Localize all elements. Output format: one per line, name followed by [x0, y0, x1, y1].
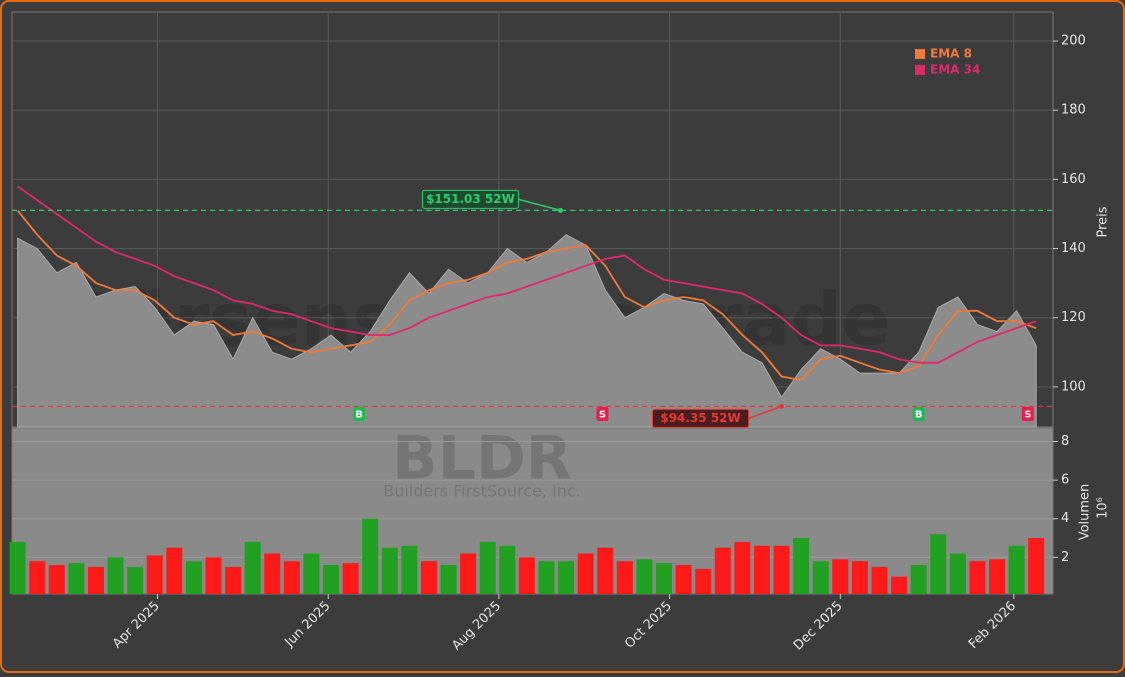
- y-tick-label: 140: [1061, 241, 1086, 256]
- watermark-company: Builders FirstSource, Inc.: [383, 482, 581, 501]
- volume-bar: [793, 538, 810, 594]
- annotation-label: $151.03 52W: [426, 192, 515, 206]
- volume-bar: [107, 557, 124, 594]
- signal-label: S: [599, 410, 606, 421]
- volume-bar: [460, 553, 477, 594]
- volume-bar: [989, 559, 1006, 594]
- legend-label: EMA 34: [930, 63, 980, 77]
- volume-bar: [851, 561, 868, 594]
- volume-bar: [616, 561, 633, 594]
- volume-bar: [577, 553, 594, 594]
- annotation-arrow: [748, 405, 782, 420]
- signal-marker: [596, 407, 609, 421]
- volume-bar: [264, 553, 281, 594]
- volume-bar: [29, 561, 46, 594]
- volume-bar: [166, 547, 183, 594]
- ema-line: [17, 185, 1037, 364]
- watermark-ticker: BLDR: [392, 424, 572, 494]
- volume-bar: [1028, 538, 1045, 594]
- volume-bar: [323, 565, 340, 594]
- price-area: [17, 234, 1037, 428]
- volume-bar: [656, 563, 673, 594]
- volume-bar: [538, 561, 555, 594]
- signal-label: S: [1024, 410, 1031, 421]
- volume-bar: [695, 568, 712, 594]
- volume-bar: [48, 565, 65, 594]
- y-tick-label: 4: [1061, 511, 1069, 526]
- y-axis-label: Preis: [1096, 206, 1111, 237]
- annotation-arrow: [518, 198, 561, 212]
- signal-marker: [1021, 407, 1034, 421]
- volume-bar: [225, 566, 242, 594]
- volume-bar: [381, 547, 398, 594]
- volume-bar: [303, 553, 320, 594]
- y-tick-label: 160: [1061, 172, 1086, 187]
- volume-bar: [420, 561, 437, 594]
- volume-bar: [891, 576, 908, 594]
- volume-bar: [675, 565, 692, 594]
- volume-bar: [734, 541, 751, 594]
- signal-marker: [353, 407, 365, 421]
- signal-marker: [912, 407, 925, 421]
- y-axis-unit: 10⁶: [1096, 497, 1111, 519]
- y-tick-label: 120: [1061, 310, 1086, 325]
- volume-bar: [87, 566, 104, 594]
- y-tick-label: 100: [1061, 379, 1086, 394]
- volume-bar: [518, 557, 535, 594]
- y-tick-label: 200: [1061, 34, 1086, 49]
- volume-bar: [969, 561, 986, 594]
- volume-bar: [146, 555, 163, 594]
- legend-swatch: [915, 49, 925, 59]
- annotation-point: [557, 207, 563, 213]
- volume-bar: [185, 561, 202, 594]
- volume-bar: [910, 565, 927, 594]
- volume-bar: [714, 547, 731, 594]
- volume-bar: [244, 541, 261, 594]
- signal-label: B: [355, 410, 363, 421]
- volume-bar: [832, 559, 849, 594]
- volume-bar: [440, 565, 457, 594]
- legend-swatch: [915, 65, 925, 75]
- volume-bar: [753, 545, 770, 594]
- y-tick-label: 8: [1061, 434, 1069, 449]
- volume-bar: [597, 547, 614, 594]
- volume-bar: [558, 561, 575, 594]
- y-tick-label: 6: [1061, 473, 1069, 488]
- volume-bar: [127, 566, 144, 594]
- y-axis-label: Volumen: [1078, 484, 1093, 541]
- volume-bar: [871, 566, 888, 594]
- annotation-point: [779, 403, 785, 409]
- volume-bar: [812, 561, 829, 594]
- y-tick-label: 2: [1061, 550, 1069, 565]
- volume-bar: [401, 545, 418, 594]
- volume-bar: [499, 545, 516, 594]
- volume-bar: [362, 518, 379, 594]
- ema-line: [16, 209, 1037, 381]
- volume-bar: [283, 561, 300, 594]
- y-tick-label: 180: [1061, 103, 1086, 118]
- legend-label: EMA 8: [930, 47, 972, 61]
- annotation-label: $94.35 52W: [660, 411, 740, 425]
- volume-bar: [68, 563, 85, 594]
- volume-bar: [773, 545, 790, 594]
- volume-bar: [930, 534, 947, 594]
- volume-bar: [479, 541, 496, 594]
- volume-bar: [1008, 545, 1025, 594]
- volume-bar: [342, 563, 359, 594]
- volume-bar: [9, 541, 26, 594]
- volume-bar: [205, 557, 222, 594]
- volume-bar: [949, 553, 966, 594]
- signal-label: B: [915, 410, 923, 421]
- volume-bar: [636, 559, 653, 594]
